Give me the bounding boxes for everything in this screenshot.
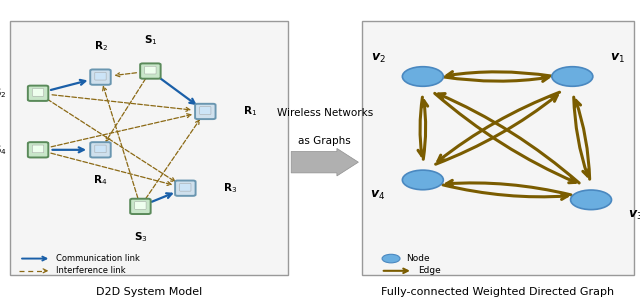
Text: $\mathbf{R}_{2}$: $\mathbf{R}_{2}$ xyxy=(93,39,108,54)
FancyBboxPatch shape xyxy=(90,69,111,85)
FancyArrow shape xyxy=(291,148,358,176)
Text: $\mathbf{S}_{2}$: $\mathbf{S}_{2}$ xyxy=(0,86,6,100)
Text: $\boldsymbol{v}_{3}$: $\boldsymbol{v}_{3}$ xyxy=(628,209,640,222)
Text: $\boldsymbol{v}_{4}$: $\boldsymbol{v}_{4}$ xyxy=(371,189,386,202)
Text: $\mathbf{R}_{3}$: $\mathbf{R}_{3}$ xyxy=(223,181,237,195)
Text: $\boldsymbol{v}_{2}$: $\boldsymbol{v}_{2}$ xyxy=(371,52,385,65)
FancyBboxPatch shape xyxy=(130,199,150,214)
Bar xyxy=(10,21,288,275)
Text: Wireless Networks: Wireless Networks xyxy=(276,108,373,118)
FancyBboxPatch shape xyxy=(135,202,146,209)
FancyBboxPatch shape xyxy=(200,107,211,114)
FancyBboxPatch shape xyxy=(195,104,216,119)
FancyBboxPatch shape xyxy=(145,66,156,74)
Text: $\mathbf{R}_{4}$: $\mathbf{R}_{4}$ xyxy=(93,174,108,187)
FancyBboxPatch shape xyxy=(90,142,111,158)
FancyBboxPatch shape xyxy=(33,145,44,153)
Text: Interference link: Interference link xyxy=(56,266,126,275)
Text: D2D System Model: D2D System Model xyxy=(95,287,202,297)
Text: Node: Node xyxy=(406,254,430,263)
FancyBboxPatch shape xyxy=(95,145,106,153)
Circle shape xyxy=(552,67,593,86)
FancyBboxPatch shape xyxy=(180,183,191,191)
Text: Communication link: Communication link xyxy=(56,254,140,263)
Text: $\boldsymbol{v}_{1}$: $\boldsymbol{v}_{1}$ xyxy=(610,52,625,65)
Text: $\mathbf{S}_{4}$: $\mathbf{S}_{4}$ xyxy=(0,143,6,157)
FancyBboxPatch shape xyxy=(28,142,49,158)
FancyBboxPatch shape xyxy=(140,63,161,79)
Text: Edge: Edge xyxy=(418,266,441,275)
Text: $\mathbf{S}_{1}$: $\mathbf{S}_{1}$ xyxy=(143,34,157,47)
FancyBboxPatch shape xyxy=(175,181,196,196)
Circle shape xyxy=(403,170,444,190)
Text: $\mathbf{S}_{3}$: $\mathbf{S}_{3}$ xyxy=(134,230,147,244)
Circle shape xyxy=(403,67,444,86)
Text: Fully-connected Weighted Directed Graph: Fully-connected Weighted Directed Graph xyxy=(381,287,614,297)
FancyBboxPatch shape xyxy=(28,86,49,101)
Circle shape xyxy=(571,190,612,210)
Text: $\mathbf{R}_{1}$: $\mathbf{R}_{1}$ xyxy=(243,105,257,118)
FancyBboxPatch shape xyxy=(33,88,44,96)
Text: as Graphs: as Graphs xyxy=(298,136,351,146)
Bar xyxy=(362,21,634,275)
FancyBboxPatch shape xyxy=(95,72,106,80)
Circle shape xyxy=(382,254,400,263)
